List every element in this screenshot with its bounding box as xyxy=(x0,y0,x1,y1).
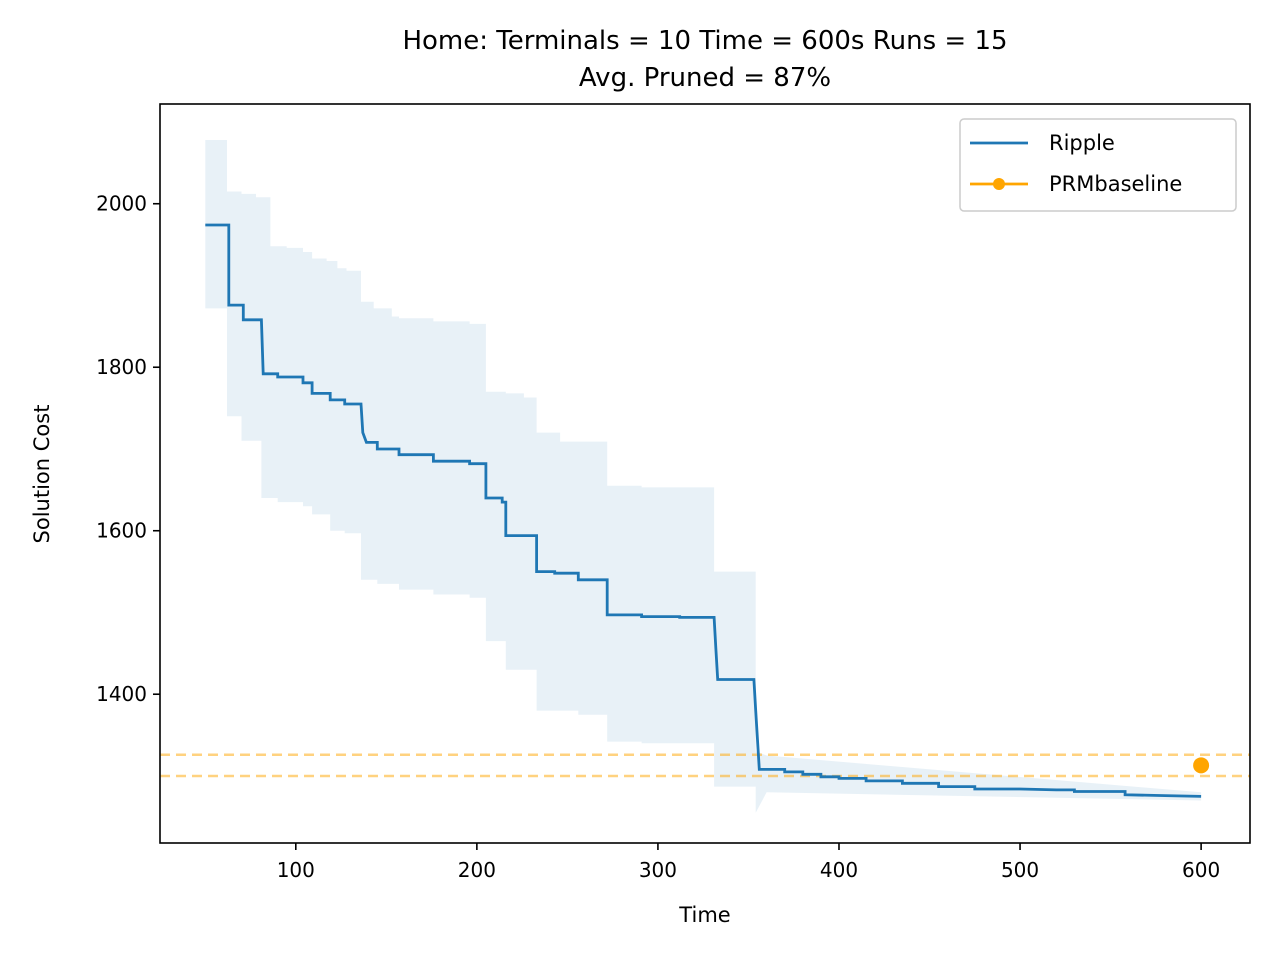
y-axis: 1400 1600 1800 2000 xyxy=(96,192,160,706)
axes-frame xyxy=(159,103,1251,844)
legend-ripple-label: Ripple xyxy=(1049,131,1115,155)
y-tick-label: 2000 xyxy=(96,192,147,216)
plot-area xyxy=(160,140,1250,813)
x-tick-label: 100 xyxy=(277,858,315,882)
legend-box xyxy=(959,118,1237,212)
x-tick-label: 200 xyxy=(458,858,496,882)
chart-title: Home: Terminals = 10 Time = 600s Runs = … xyxy=(402,26,1007,56)
y-tick-label: 1400 xyxy=(96,682,147,706)
x-tick-label: 600 xyxy=(1182,858,1220,882)
x-axis: 100 200 300 400 500 600 xyxy=(277,843,1220,882)
legend: Ripple PRMbaseline xyxy=(959,118,1237,212)
legend-baseline-marker xyxy=(993,178,1005,190)
y-tick-label: 1800 xyxy=(96,355,147,379)
x-axis-label: Time xyxy=(678,903,730,927)
ripple-confidence-band xyxy=(205,140,1202,813)
chart-subtitle: Avg. Pruned = 87% xyxy=(579,63,831,93)
x-tick-label: 400 xyxy=(820,858,858,882)
x-tick-label: 500 xyxy=(1001,858,1039,882)
x-tick-label: 300 xyxy=(639,858,677,882)
baseline-marker xyxy=(1193,757,1210,774)
y-axis-label: Solution Cost xyxy=(30,405,54,544)
ripple-line xyxy=(205,223,1202,798)
legend-baseline-label: PRMbaseline xyxy=(1049,172,1182,196)
y-tick-label: 1600 xyxy=(96,519,147,543)
